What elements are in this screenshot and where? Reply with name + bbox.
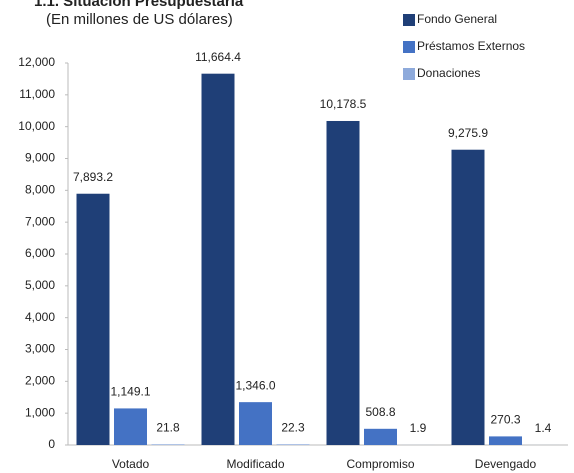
value-label: 7,893.2 <box>73 170 113 184</box>
y-tick-label: 9,000 <box>25 151 55 165</box>
y-tick-label: 5,000 <box>25 278 55 292</box>
y-tick-label: 3,000 <box>25 342 55 356</box>
bar <box>489 436 522 445</box>
legend-label: Fondo General <box>417 12 497 26</box>
value-label: 508.8 <box>365 405 395 419</box>
x-tick-label: Devengado <box>475 457 537 471</box>
x-tick-label: Compromiso <box>346 457 414 471</box>
value-label: 1,346.0 <box>235 378 275 392</box>
bar <box>451 149 485 446</box>
chart-subtitle: (En millones de US dólares) <box>46 11 233 28</box>
bar <box>326 120 360 446</box>
y-tick-label: 8,000 <box>25 183 55 197</box>
x-tick-label: Votado <box>112 457 150 471</box>
bar <box>76 193 110 445</box>
value-label: 1.4 <box>535 421 552 435</box>
value-label: 10,178.5 <box>320 97 367 111</box>
chart-title: 1.1. Situación Presupuestaria <box>34 0 244 10</box>
value-label: 22.3 <box>281 420 305 434</box>
bar <box>276 444 310 445</box>
bar <box>201 73 235 446</box>
y-tick-label: 12,000 <box>18 55 55 69</box>
x-tick-label: Modificado <box>226 457 284 471</box>
bar <box>239 402 272 445</box>
legend-label: Préstamos Externos <box>417 39 525 53</box>
y-tick-label: 1,000 <box>25 405 55 419</box>
value-label: 11,664.4 <box>195 50 241 64</box>
bar <box>114 408 147 445</box>
value-label: 1.9 <box>410 421 427 435</box>
y-tick-label: 4,000 <box>25 310 55 324</box>
y-tick-label: 2,000 <box>25 374 55 388</box>
legend-swatch <box>403 68 415 80</box>
bar <box>364 428 397 445</box>
y-tick-label: 0 <box>48 437 55 451</box>
y-tick-label: 7,000 <box>25 214 55 228</box>
value-label: 21.8 <box>156 420 180 434</box>
legend-swatch <box>403 14 415 26</box>
y-tick-label: 6,000 <box>25 246 55 260</box>
value-label: 9,275.9 <box>448 126 488 140</box>
legend-swatch <box>403 41 415 53</box>
y-tick-label: 11,000 <box>19 87 55 101</box>
y-tick-label: 10,000 <box>18 119 55 133</box>
value-label: 1,149.1 <box>110 385 150 399</box>
value-label: 270.3 <box>490 413 520 427</box>
bar <box>151 444 185 445</box>
legend-label: Donaciones <box>417 66 480 80</box>
